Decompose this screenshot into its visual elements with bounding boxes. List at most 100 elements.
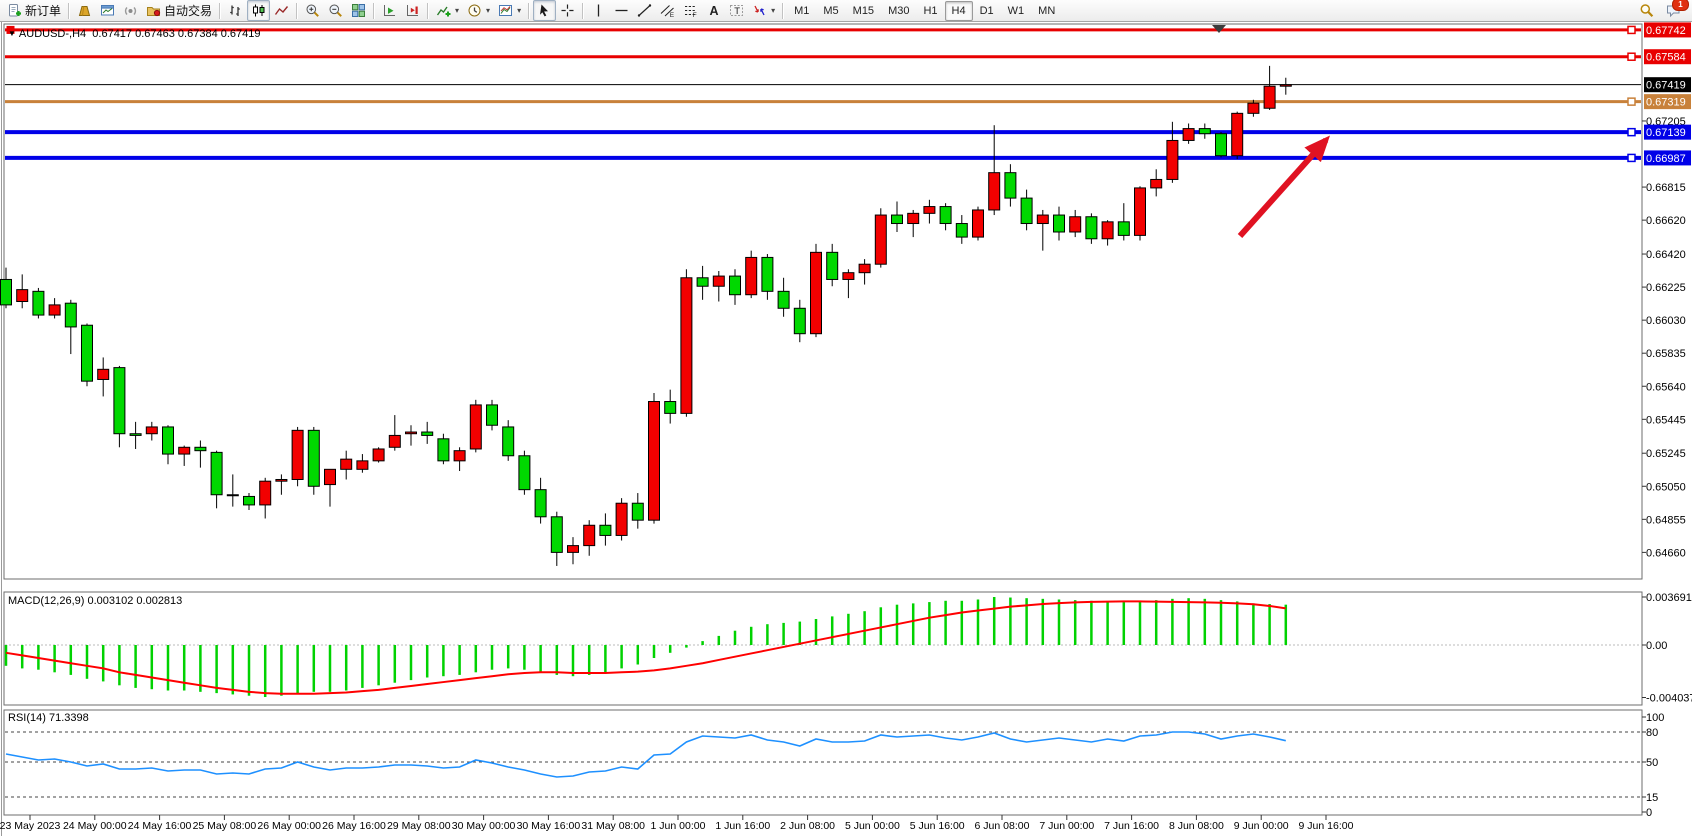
arrows-button[interactable]: ▾ [748,0,779,21]
svg-text:2 Jun 08:00: 2 Jun 08:00 [780,820,835,832]
svg-text:T: T [734,6,740,17]
svg-text:80: 80 [1646,727,1658,739]
svg-text:50: 50 [1646,757,1658,769]
svg-text:30 May 16:00: 30 May 16:00 [517,820,581,832]
svg-text:0.65050: 0.65050 [1646,481,1686,493]
auto-scroll-button[interactable] [378,0,401,21]
new-order-button[interactable]: 新订单 [3,0,65,21]
timeframe-button-M15[interactable]: M15 [852,4,875,17]
market-watch-icon [77,3,92,18]
price-line-labels: 0.67742 0.67584 0.67419 0.67319 0.67139 0.669… [1644,22,1691,166]
annotation-arrow[interactable] [1237,135,1331,239]
toolbar-separator [528,2,531,19]
channel-button[interactable]: E [656,0,679,21]
horizontal-line-button[interactable] [610,0,633,21]
timeframe-button-M1[interactable]: M1 [794,4,810,17]
resistance-line-2[interactable] [5,52,1641,61]
toolbar-separator [582,2,585,19]
svg-text:0.67319: 0.67319 [1646,97,1686,109]
label-button[interactable]: T [725,0,748,21]
svg-text:0.66030: 0.66030 [1646,315,1686,327]
text-button[interactable]: A [702,0,725,21]
timeframe-button-H4[interactable]: H4 [944,0,973,21]
price-axis[interactable]: 0.672050.668150.666200.664200.662250.660… [1642,116,1686,559]
timeframe-button-D1[interactable]: D1 [979,4,994,17]
crosshair-icon [560,3,575,18]
text-icon: A [706,3,721,18]
horizontal-price-lines[interactable] [5,25,1641,163]
tile-windows-button[interactable] [347,0,370,21]
bar-chart-button[interactable] [224,0,247,21]
timeframe-button-M30[interactable]: M30 [888,4,910,17]
bid-price-line-label: 0.67419 [1644,77,1691,93]
svg-text:0.65640: 0.65640 [1646,381,1686,393]
chart-title: ▼ AUDUSD-,H4 0.67417 0.67463 0.67384 0.67… [8,28,261,40]
rsi-line [5,731,1286,778]
zoom-out-button[interactable] [324,0,347,21]
fibonacci-button[interactable]: F [679,0,702,21]
svg-text:0.64660: 0.64660 [1646,547,1686,559]
macd-pane: 0.003691 0.00 -0.004037 [4,592,1692,705]
svg-text:-0.004037: -0.004037 [1646,693,1692,705]
toolbar-separator [427,2,430,19]
chart-shift-button[interactable] [401,0,424,21]
timeframe-button-MN[interactable]: MN [1038,4,1056,17]
breakout-line[interactable] [5,97,1641,106]
candlestick-button[interactable] [247,0,271,21]
dropdown-arrow-icon: ▾ [455,6,460,15]
vertical-line-button[interactable] [587,0,610,21]
trendline-button[interactable] [633,0,656,21]
svg-text:7 Jun 16:00: 7 Jun 16:00 [1104,820,1159,832]
new-order-button-label: 新订单 [25,4,62,18]
support-line-1[interactable] [5,127,1641,137]
svg-text:8 Jun 08:00: 8 Jun 08:00 [1169,820,1224,832]
resistance-line-2-label: 0.67584 [1644,49,1691,65]
svg-text:26 May 16:00: 26 May 16:00 [322,820,386,832]
timeframe-button-M5[interactable]: M5 [823,4,839,17]
svg-text:0: 0 [1646,807,1652,819]
cursor-icon [537,3,552,18]
pane-frames [1,22,1643,836]
periods-button[interactable]: ▾ [463,0,494,21]
svg-text:A: A [710,4,719,18]
line-chart-button[interactable] [270,0,293,21]
chart-menu-icon[interactable]: ▼ [8,29,16,38]
svg-text:0.66987: 0.66987 [1646,153,1686,165]
terminal-button[interactable] [119,0,142,21]
dropdown-arrow-icon: ▾ [486,6,491,15]
timeframe-button-W1[interactable]: W1 [1007,4,1025,17]
svg-text:0.67742: 0.67742 [1646,25,1686,37]
timeframe-button-H1[interactable]: H1 [923,4,938,17]
candles-icon [251,3,266,18]
search-button[interactable] [1635,0,1658,21]
support-line-2-label: 0.66987 [1644,150,1691,166]
svg-text:23 May 2023: 23 May 2023 [0,820,61,832]
templates-button[interactable]: ▾ [494,0,525,21]
candle-series [0,65,1292,566]
chart-symbol-period: AUDUSD-,H4 [18,28,87,40]
cursor-button[interactable] [533,0,557,21]
auto-trading-button[interactable]: 自动交易 [142,0,216,21]
trendline-icon [637,3,652,18]
notifications-button[interactable]: 1 [1662,0,1689,21]
svg-text:100: 100 [1646,712,1664,724]
data-window-button[interactable] [96,0,119,21]
indicators-button[interactable]: ▾ [432,0,463,21]
svg-text:0.67139: 0.67139 [1646,127,1686,139]
svg-text:0.65245: 0.65245 [1646,448,1686,460]
crosshair-button[interactable] [556,0,579,21]
svg-text:E: E [670,12,675,18]
chart-shift-marker[interactable] [1212,25,1226,33]
time-axis[interactable]: 23 May 2023 24 May 00:00 24 May 16:00 25 Ma… [0,815,1354,832]
search-icon [1639,3,1654,18]
zoom-in-button[interactable] [301,0,324,21]
support-line-2[interactable] [5,153,1641,163]
market-watch-button[interactable] [73,0,96,21]
svg-text:31 May 08:00: 31 May 08:00 [581,820,645,832]
resistance-line-1[interactable] [5,25,1641,35]
indicators-icon [436,3,451,18]
fibo-icon: F [683,3,698,18]
bars-icon [228,3,243,18]
svg-text:0.65835: 0.65835 [1646,348,1686,360]
